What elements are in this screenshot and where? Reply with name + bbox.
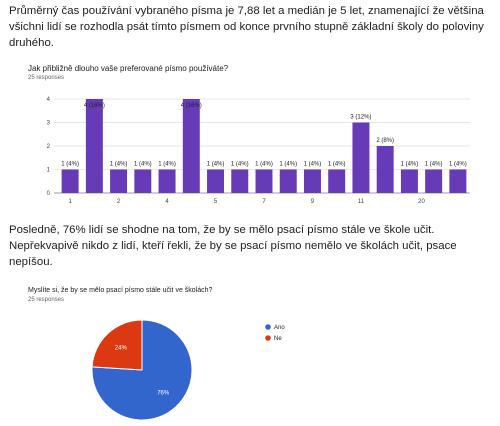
bar-data-label: 1 (4%) (231, 162, 249, 168)
bar-data-label: 1 (4%) (304, 162, 322, 168)
bar-data-label: 1 (4%) (207, 162, 225, 168)
bar-data-label: 1 (4%) (449, 162, 467, 168)
bar (352, 122, 370, 193)
bar (134, 169, 152, 193)
bar (61, 169, 79, 193)
bar-chart-response-count: 25 responses (28, 75, 65, 81)
bar (449, 169, 467, 193)
bar (279, 169, 297, 193)
bar (400, 169, 418, 193)
bar (328, 169, 346, 193)
bar-data-label: 1 (4%) (158, 162, 176, 168)
legend-marker (265, 335, 271, 341)
x-tick-label: 2 (117, 199, 121, 205)
pie-chart-title: Myslíte si, že by se mělo psací písmo st… (28, 287, 213, 294)
bar-data-label: 1 (4%) (134, 162, 152, 168)
y-tick-label: 2 (47, 144, 51, 150)
intro-paragraph: Průměrný čas používání vybraného písma j… (9, 5, 484, 49)
bar-data-label: 1 (4%) (279, 162, 297, 168)
y-tick-label: 3 (47, 121, 51, 127)
bar-chart-title: Jak přibližně dlouho vaše preferované pí… (28, 64, 229, 73)
legend-label: Ano (274, 325, 285, 331)
bar-data-label: 1 (4%) (401, 162, 419, 168)
pie-chart: 76% 24% Ano Ne (91, 319, 285, 421)
bar-data-label: 1 (4%) (110, 162, 128, 168)
bar-data-label: 4 (16%) (181, 103, 202, 109)
y-tick-label: 1 (47, 168, 51, 174)
bar-chart: 0 1 2 3 4 1 (4%) 4 (16%) 1 (4%) 1 (4%) 1 (4%) 4 (1… (47, 97, 470, 205)
y-tick-label: 4 (47, 97, 51, 103)
bar-data-label: 1 (4%) (328, 162, 346, 168)
pie-slice-label: 76% (157, 391, 170, 397)
bar (182, 99, 200, 193)
bar (303, 169, 321, 193)
x-tick-label: 1 (68, 199, 72, 205)
x-tick-label: 11 (358, 199, 365, 205)
pie-slice-label: 24% (115, 345, 128, 351)
bar-data-label: 3 (12%) (350, 115, 371, 121)
legend-marker (265, 324, 271, 330)
x-tick-label: 20 (418, 199, 425, 205)
bar (85, 99, 103, 193)
pie-chart-response-count: 25 responses (28, 297, 65, 303)
conclusion-paragraph: Posledně, 76% lidí se shodne na tom, že … (9, 224, 457, 268)
bar-data-label: 1 (4%) (255, 162, 273, 168)
x-tick-label: 4 (165, 199, 169, 205)
y-tick-label: 0 (47, 191, 51, 197)
bar-data-label: 2 (8%) (376, 138, 394, 144)
pie-slice-ne (91, 319, 143, 371)
bar-data-label: 4 (16%) (84, 103, 105, 109)
bar-data-label: 1 (4%) (61, 162, 79, 168)
bar (231, 169, 249, 193)
x-tick-label: 5 (214, 199, 218, 205)
bar (255, 169, 273, 193)
x-tick-label: 9 (311, 199, 315, 205)
bar (110, 169, 128, 193)
bar (376, 146, 394, 193)
legend-label: Ne (274, 336, 282, 342)
bar (425, 169, 443, 193)
bar-data-label: 1 (4%) (425, 162, 443, 168)
bar (158, 169, 176, 193)
bar (207, 169, 225, 193)
x-tick-label: 7 (262, 199, 266, 205)
